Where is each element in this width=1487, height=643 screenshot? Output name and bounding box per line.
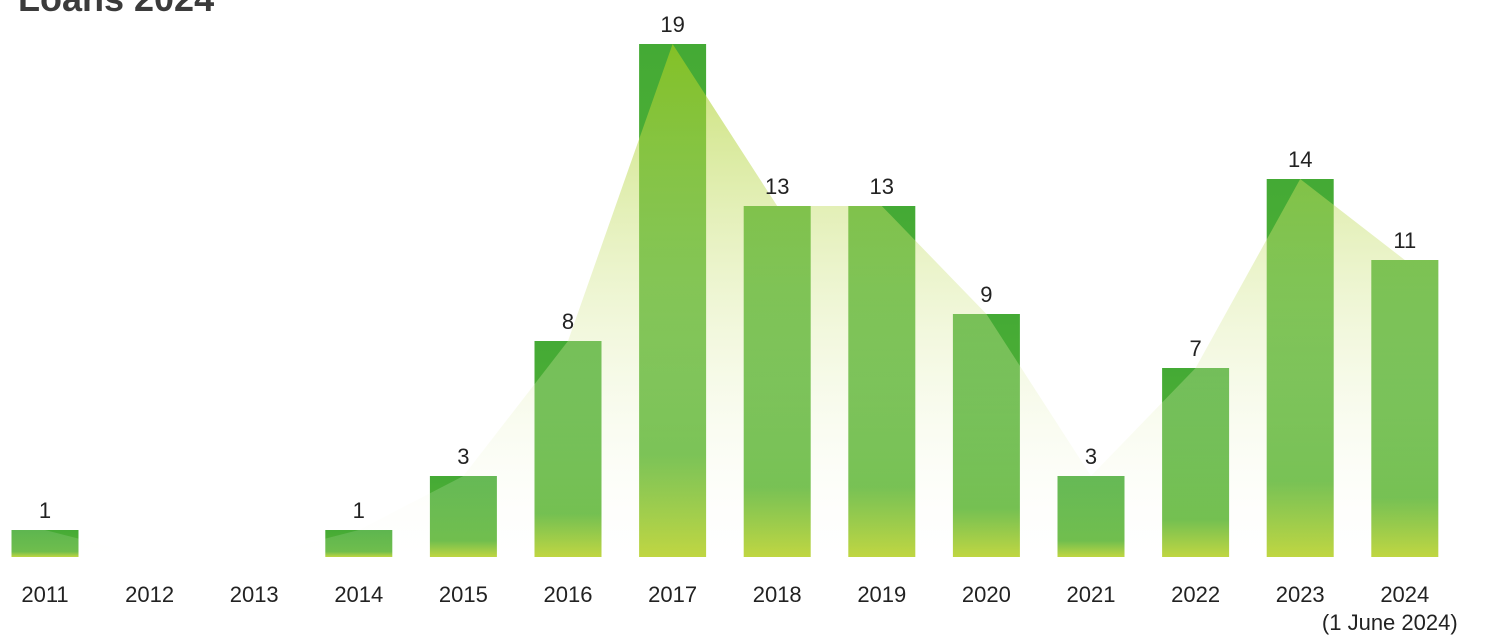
x-tick-2021: 2021 [1067,582,1116,607]
x-tick-2013: 2013 [230,582,279,607]
data-label-2017: 19 [660,12,684,37]
trend-area [11,44,1439,557]
data-label-2023: 14 [1288,147,1312,172]
chart-title-fragment: Loans 2024 [18,0,214,20]
x-tick-2017: 2017 [648,582,697,607]
data-label-2011: 1 [39,498,51,523]
x-tick-2016: 2016 [544,582,593,607]
data-label-2019: 13 [870,174,894,199]
x-tick-2015: 2015 [439,582,488,607]
x-tick-2023: 2023 [1276,582,1325,607]
x-tick-2012: 2012 [125,582,174,607]
x-tick-2022: 2022 [1171,582,1220,607]
data-label-2018: 13 [765,174,789,199]
data-label-2014: 1 [353,498,365,523]
x-tick-note: (1 June 2024) [1322,610,1458,635]
data-label-2021: 3 [1085,444,1097,469]
data-label-2020: 9 [980,282,992,307]
x-tick-2018: 2018 [753,582,802,607]
data-label-2022: 7 [1189,336,1201,361]
data-label-2024: 11 [1393,228,1416,253]
x-tick-2020: 2020 [962,582,1011,607]
x-tick-2014: 2014 [334,582,383,607]
data-label-2015: 3 [457,444,469,469]
x-tick-2019: 2019 [857,582,906,607]
data-label-2016: 8 [562,309,574,334]
x-tick-2024: 2024 [1380,582,1429,607]
area-layer [11,44,1439,557]
x-tick-2011: 2011 [21,582,68,607]
x-axis: 2011 2012 2013 2014 2015 2016 2017 2018 2019 2020… [21,582,1457,635]
